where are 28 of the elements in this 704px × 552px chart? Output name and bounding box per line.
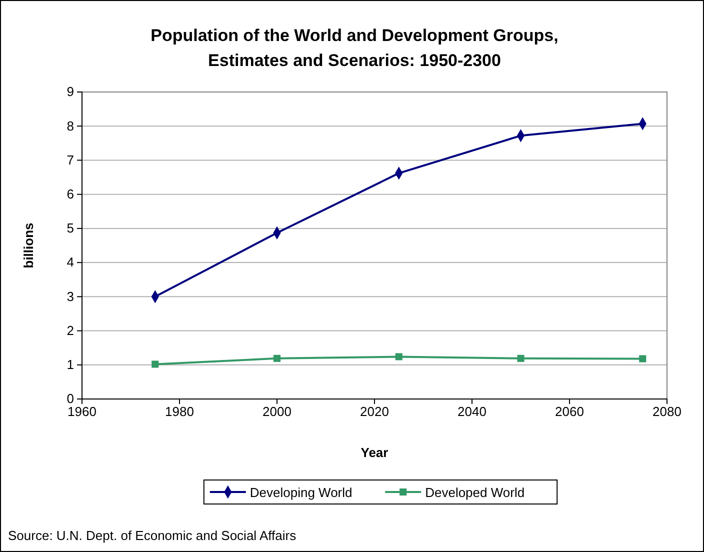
x-tick-label: 2040 bbox=[458, 404, 486, 420]
y-tick-label: 0 bbox=[66, 391, 74, 406]
y-tick-label: 7 bbox=[66, 152, 74, 168]
x-tick-label: 1960 bbox=[68, 404, 96, 420]
y-axis-title: billions bbox=[21, 222, 36, 268]
x-tick-label: 1980 bbox=[165, 404, 194, 420]
source-note: Source: U.N. Dept. of Economic and Social Affairs bbox=[8, 528, 297, 543]
point bbox=[395, 353, 402, 360]
point bbox=[152, 360, 159, 368]
point bbox=[639, 355, 646, 362]
x-tick-label: 2000 bbox=[262, 404, 292, 420]
y-tick-label: 1 bbox=[66, 357, 74, 372]
chart-title: Population of the World and Development Groups, Estimates and Scenarios: 1950-2300 bbox=[150, 26, 558, 70]
y-tick-label: 2 bbox=[66, 322, 74, 338]
x-tick-label: 2020 bbox=[360, 404, 389, 420]
legend-label: Developing World bbox=[250, 485, 352, 500]
point bbox=[273, 354, 281, 362]
y-tick-label: 8 bbox=[66, 118, 74, 134]
y-tick-label: 3 bbox=[66, 288, 74, 304]
y-tick-label: 4 bbox=[66, 254, 74, 270]
x-tick-label: 2060 bbox=[555, 404, 584, 420]
y-tick-label: 9 bbox=[66, 84, 74, 100]
x-axis-title: Year bbox=[360, 445, 388, 460]
legend-label: Developed World bbox=[425, 485, 525, 500]
x-tick-label: 2080 bbox=[652, 404, 682, 420]
y-tick-label: 5 bbox=[66, 220, 74, 236]
y-tick-label: 6 bbox=[66, 186, 74, 202]
point bbox=[517, 354, 524, 362]
